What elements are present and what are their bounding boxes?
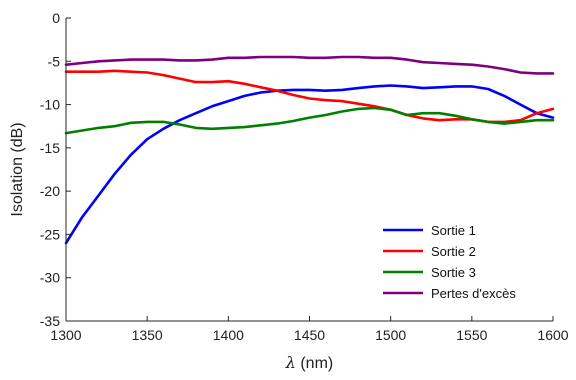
x-axis-unit: (nm): [300, 355, 333, 372]
x-tick-label: 1450: [294, 327, 325, 343]
series-line-4: [64, 55, 555, 75]
x-axis-symbol: λ: [285, 353, 296, 372]
legend-label-1: Sortie 1: [431, 223, 476, 238]
y-tick-label: -5: [48, 53, 61, 69]
legend-label-2: Sortie 2: [431, 244, 476, 259]
y-tick-label: -35: [40, 313, 60, 329]
axes: 1300 1350 1400 1450 1500 1550 1600 0 -5 -10 -15 -20…: [9, 10, 569, 372]
y-tick-label: 0: [52, 10, 60, 26]
y-tick-label: -25: [40, 226, 60, 242]
y-tick-label: -20: [40, 183, 60, 199]
y-tick-label: -30: [40, 270, 60, 286]
x-tick-label: 1350: [132, 327, 163, 343]
y-axis-title: Isolation (dB): [9, 122, 26, 216]
series-line-2: [64, 69, 555, 124]
legend-label-3: Sortie 3: [431, 265, 476, 280]
x-tick-label: 1300: [50, 327, 81, 343]
series-line-3: [64, 106, 555, 135]
x-tick-label: 1550: [456, 327, 487, 343]
y-tick-label: -10: [40, 97, 60, 113]
legend-label-4: Pertes d'excès: [431, 286, 516, 301]
legend: Sortie 1 Sortie 2 Sortie 3 Pertes d'excès: [383, 223, 516, 301]
y-tick-label: -15: [40, 140, 60, 156]
x-tick-label: 1600: [537, 327, 568, 343]
x-tick-label: 1500: [375, 327, 406, 343]
plot-area: [64, 55, 555, 245]
x-axis-title: λ (nm): [285, 353, 333, 372]
x-tick-label: 1400: [213, 327, 244, 343]
series-line-1: [64, 84, 555, 245]
